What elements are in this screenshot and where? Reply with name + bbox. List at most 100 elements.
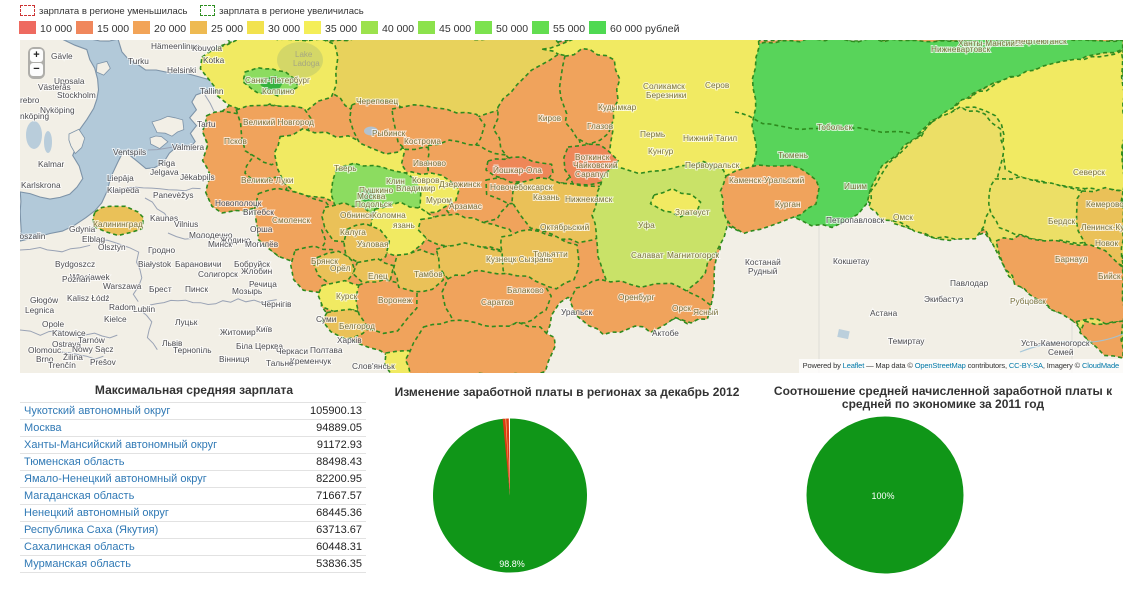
svg-text:Тобольск: Тобольск <box>817 122 853 132</box>
svg-text:Суми: Суми <box>316 314 337 324</box>
svg-text:Тернопіль: Тернопіль <box>173 345 212 355</box>
svg-text:Арзамас: Арзамас <box>449 201 482 211</box>
svg-text:язань: язань <box>393 220 415 230</box>
svg-text:Гродно: Гродно <box>148 245 175 255</box>
svg-text:Псков: Псков <box>224 136 247 146</box>
svg-text:Орша: Орша <box>250 224 273 234</box>
svg-text:Жодино: Жодино <box>220 235 251 245</box>
svg-text:Великий Новгород: Великий Новгород <box>243 117 314 127</box>
svg-text:Jēkabpils: Jēkabpils <box>180 172 215 182</box>
svg-text:Подольск: Подольск <box>355 199 392 209</box>
svg-text:Речица: Речица <box>249 279 277 289</box>
svg-text:Кунгур: Кунгур <box>648 146 674 156</box>
svg-text:Тверь: Тверь <box>334 163 357 173</box>
svg-text:Брест: Брест <box>149 284 172 294</box>
svg-text:Кокшетау: Кокшетау <box>833 256 870 266</box>
svg-text:Koszalin: Koszalin <box>20 231 46 241</box>
svg-text:Ленинск-Кузн: Ленинск-Кузн <box>1081 222 1123 232</box>
svg-text:Полтава: Полтава <box>310 345 343 355</box>
svg-text:Воронеж: Воронеж <box>378 295 412 305</box>
svg-text:Ясный: Ясный <box>693 307 719 317</box>
svg-text:Нефтеюганск: Нефтеюганск <box>1015 40 1067 46</box>
svg-text:Nowy Sącz: Nowy Sącz <box>72 344 114 354</box>
svg-text:Могилёв: Могилёв <box>245 239 279 249</box>
svg-text:Костанай: Костанай <box>745 257 781 267</box>
svg-text:Серов: Серов <box>705 80 730 90</box>
svg-text:Vilnius: Vilnius <box>174 219 198 229</box>
svg-text:Radom: Radom <box>109 302 136 312</box>
svg-text:Смоленск: Смоленск <box>272 215 310 225</box>
svg-text:Орск: Орск <box>672 303 691 313</box>
svg-text:Kielce: Kielce <box>104 314 127 324</box>
svg-text:Пермь: Пермь <box>640 129 665 139</box>
svg-text:Глазов: Глазов <box>587 121 614 131</box>
svg-text:Кузнецк Сызрань: Кузнецк Сызрань <box>486 254 553 264</box>
svg-text:Слов'янськ: Слов'янськ <box>352 361 395 371</box>
svg-text:Kotka: Kotka <box>203 55 225 65</box>
svg-text:Ковров: Ковров <box>412 175 440 185</box>
svg-text:Кемерово: Кемерово <box>1086 199 1123 209</box>
svg-text:Нижнекамск: Нижнекамск <box>565 194 613 204</box>
svg-text:Jelgava: Jelgava <box>150 167 179 177</box>
svg-text:Пинск: Пинск <box>185 284 208 294</box>
svg-text:Вінниця: Вінниця <box>219 354 249 364</box>
svg-text:Павлодар: Павлодар <box>950 278 989 288</box>
svg-text:Владимир: Владимир <box>396 183 436 193</box>
svg-text:Соликамск: Соликамск <box>643 81 685 91</box>
svg-text:Муром: Муром <box>426 195 452 205</box>
svg-text:98.8%: 98.8% <box>499 559 525 569</box>
svg-text:Tarnów: Tarnów <box>78 335 106 345</box>
svg-text:Legnica: Legnica <box>25 305 54 315</box>
svg-text:Санкт-Петербург: Санкт-Петербург <box>245 75 310 85</box>
svg-text:rebro: rebro <box>20 95 40 105</box>
svg-text:Västerås: Västerås <box>38 82 71 92</box>
svg-text:Первоуральск: Первоуральск <box>685 160 740 170</box>
svg-text:Новок: Новок <box>1095 238 1119 248</box>
svg-text:Экибастуз: Экибастуз <box>924 294 964 304</box>
svg-text:Оренбург: Оренбург <box>618 292 655 302</box>
svg-text:Магнитогорск: Магнитогорск <box>667 250 719 260</box>
svg-text:Olomouc: Olomouc <box>28 345 61 355</box>
svg-text:Семей: Семей <box>1048 347 1074 357</box>
svg-text:Кременчук: Кременчук <box>290 356 331 366</box>
svg-text:Березники: Березники <box>646 90 687 100</box>
svg-text:Тольятти: Тольятти <box>533 249 568 259</box>
svg-text:Пушкино: Пушкино <box>359 185 394 195</box>
svg-text:Turku: Turku <box>128 56 149 66</box>
svg-text:Panevėžys: Panevėžys <box>153 190 194 200</box>
svg-text:Тюмень: Тюмень <box>778 150 808 160</box>
svg-text:Новочебоксарск: Новочебоксарск <box>490 182 553 192</box>
svg-text:Lublin: Lublin <box>133 304 156 314</box>
svg-text:Саратов: Саратов <box>481 297 514 307</box>
svg-text:Петропавловск: Петропавловск <box>826 215 885 225</box>
svg-text:Ишим: Ишим <box>844 181 867 191</box>
svg-text:Омск: Омск <box>893 212 913 222</box>
svg-text:Liepāja: Liepāja <box>107 173 134 183</box>
svg-text:Ladoga: Ladoga <box>293 59 320 68</box>
svg-text:Нижний Тагил: Нижний Тагил <box>683 133 737 143</box>
svg-text:Kalisz Łódź: Kalisz Łódź <box>67 293 109 303</box>
svg-text:Северск: Северск <box>1073 167 1105 177</box>
svg-text:Киров: Киров <box>538 113 562 123</box>
svg-text:Салават: Салават <box>631 250 664 260</box>
svg-text:Stockholm: Stockholm <box>57 90 96 100</box>
svg-text:Уральск: Уральск <box>561 307 592 317</box>
svg-text:Кудымкар: Кудымкар <box>598 102 637 112</box>
svg-text:Katowice: Katowice <box>52 328 86 338</box>
svg-text:100%: 100% <box>871 491 894 501</box>
svg-text:Колпино: Колпино <box>262 86 295 96</box>
svg-text:Нижневартовск: Нижневартовск <box>931 44 991 54</box>
svg-text:Новополоцк: Новополоцк <box>215 198 262 208</box>
svg-text:Białystok: Białystok <box>138 259 172 269</box>
svg-text:Октябрьский: Октябрьский <box>540 222 590 232</box>
svg-text:Ostrava: Ostrava <box>52 339 81 349</box>
svg-text:Elbląg: Elbląg <box>82 234 105 244</box>
svg-text:Біла Церква: Біла Церква <box>236 341 283 351</box>
svg-text:Коломна: Коломна <box>372 210 406 220</box>
svg-text:Кострома: Кострома <box>404 136 441 146</box>
svg-text:Обнинск: Обнинск <box>340 210 373 220</box>
svg-text:Курск: Курск <box>336 291 358 301</box>
svg-text:Тамбов: Тамбов <box>414 269 443 279</box>
svg-text:Сарапул: Сарапул <box>575 169 608 179</box>
svg-text:Рубцовск: Рубцовск <box>1010 296 1046 306</box>
